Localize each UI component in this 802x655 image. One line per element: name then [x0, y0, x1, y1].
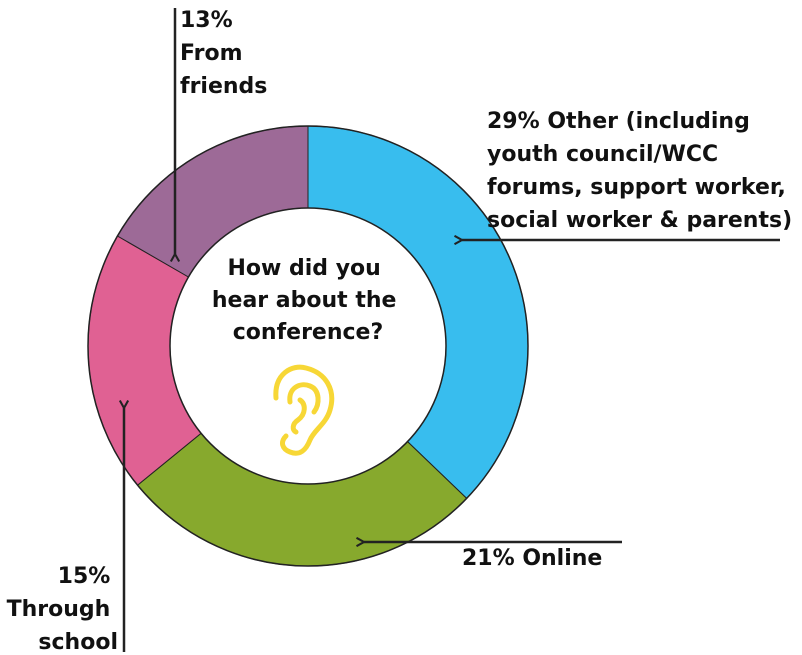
slice-label-line: friends: [180, 74, 267, 99]
slice-label-line: 29% Other (including: [487, 109, 750, 134]
slice-label-school: 15% Through school: [7, 564, 118, 655]
slice-label-friends: 13% From friends: [180, 8, 267, 99]
slice-label-line: youth council/WCC: [487, 142, 718, 167]
slice-label-line: 13%: [180, 8, 233, 33]
slice-label-line: social worker & parents): [487, 208, 792, 233]
chart-title-line: How did you: [228, 256, 381, 281]
label-pointers: [124, 8, 780, 652]
donut-slices: [87, 125, 529, 567]
donut-outer-ring: [87, 125, 529, 567]
slice-label-line: 21% Online: [462, 546, 602, 571]
slice-label-line: From: [180, 41, 243, 66]
slice-label-online: 21% Online: [462, 546, 602, 571]
chart-title-line: conference?: [233, 320, 383, 345]
chart-title-line: hear about the: [212, 288, 397, 313]
slice-label-line: 15%: [58, 564, 111, 589]
slice-label-other: 29% Other (including youth council/WCC f…: [487, 109, 794, 233]
ear-icon: [273, 364, 335, 456]
slice-label-line: Through: [7, 597, 111, 622]
slice-label-line: school: [38, 630, 118, 655]
chart-title: How did you hear about the conference?: [212, 256, 404, 345]
donut-inner-ring: [169, 207, 447, 485]
slice-label-line: forums, support worker,: [487, 175, 786, 200]
